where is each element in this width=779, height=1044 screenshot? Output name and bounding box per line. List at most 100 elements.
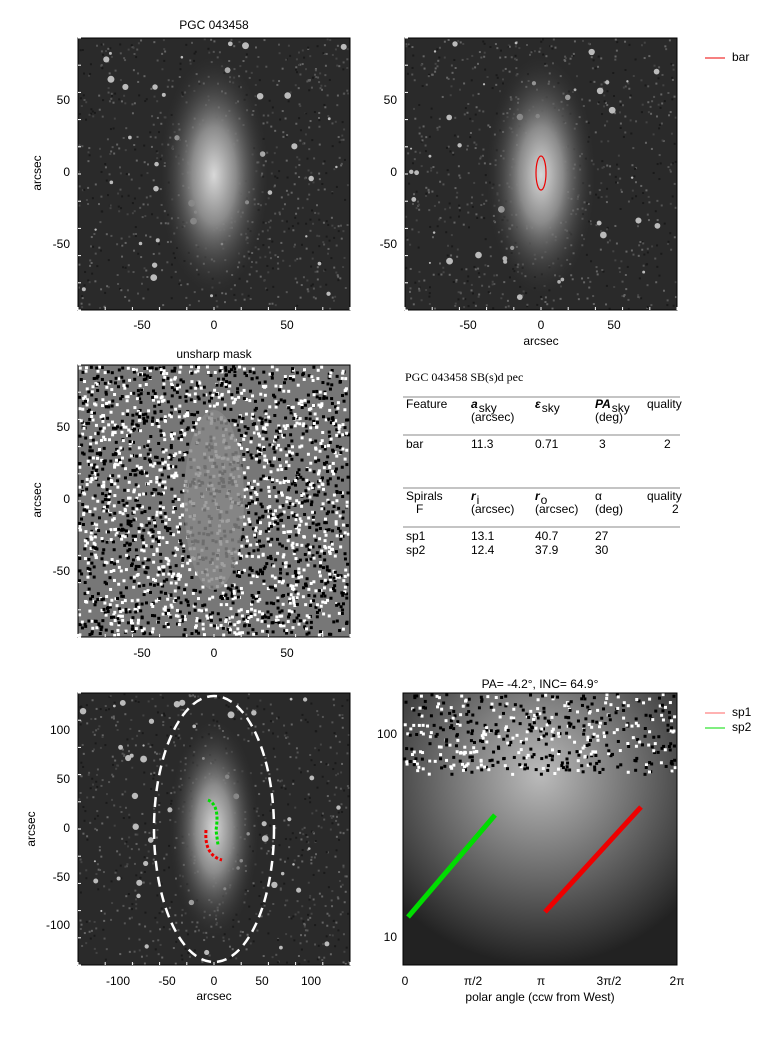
mask-noise	[249, 567, 252, 570]
noise	[265, 777, 267, 779]
mask-noise	[104, 438, 107, 441]
mask-noise	[100, 537, 103, 540]
mask-noise	[333, 584, 336, 587]
mask-noise	[292, 378, 295, 381]
mask-noise	[159, 511, 162, 514]
mask-noise	[166, 377, 169, 380]
noise	[620, 260, 622, 262]
mask-noise	[103, 462, 106, 465]
mask-noise	[123, 544, 126, 547]
mask-noise	[132, 535, 135, 538]
noise	[474, 66, 476, 68]
noise	[149, 930, 151, 932]
mask-noise	[339, 515, 342, 518]
mask-noise	[88, 610, 91, 613]
mask-noise	[87, 558, 90, 561]
mask-noise	[283, 531, 286, 534]
noise	[660, 107, 662, 109]
mask-noise	[78, 613, 81, 616]
mask-noise	[312, 366, 315, 369]
mask-noise	[236, 387, 239, 390]
mask-noise	[259, 478, 262, 481]
mask-noise	[329, 371, 332, 374]
mask-noise	[102, 548, 105, 551]
mask-noise	[217, 612, 220, 615]
noise	[330, 257, 332, 259]
noise	[647, 284, 649, 286]
noise	[485, 238, 487, 240]
mask-noise	[277, 468, 280, 471]
mask-noise	[261, 437, 264, 440]
noise	[670, 163, 672, 165]
mask-noise	[147, 576, 150, 579]
noise	[339, 157, 341, 159]
mask-noise	[318, 609, 321, 612]
noise	[628, 44, 630, 46]
noise	[478, 93, 480, 95]
mask-noise	[163, 376, 166, 379]
noise	[299, 73, 301, 75]
mask-noise	[201, 604, 204, 607]
noise	[121, 100, 123, 102]
noise	[84, 284, 86, 286]
noise	[189, 304, 191, 306]
noise	[270, 220, 272, 222]
noise	[347, 913, 349, 915]
noise	[442, 183, 444, 185]
noise	[155, 948, 157, 950]
noise	[216, 306, 218, 308]
mask-noise	[320, 507, 323, 510]
mask-noise	[258, 453, 261, 456]
mask-noise	[268, 505, 271, 508]
noise	[91, 262, 93, 264]
noise	[128, 236, 130, 238]
noise	[674, 236, 676, 238]
mask-noise	[346, 501, 349, 504]
mask-noise	[164, 612, 167, 615]
noise	[597, 273, 599, 275]
mask-noise	[345, 392, 348, 395]
mask-noise	[295, 518, 298, 521]
noise	[277, 256, 279, 258]
mask-noise	[133, 518, 136, 521]
noise	[658, 275, 660, 277]
noise	[321, 814, 323, 816]
mask-noise	[342, 510, 345, 513]
mask-noise	[129, 430, 132, 433]
mask-noise	[322, 592, 325, 595]
mask-noise	[92, 456, 95, 459]
noise	[240, 931, 242, 933]
mask-noise	[144, 557, 147, 560]
mask-noise	[255, 426, 258, 429]
noise	[627, 299, 629, 301]
noise	[414, 79, 416, 81]
noise	[128, 938, 130, 940]
noise	[435, 67, 437, 69]
noise	[129, 907, 131, 909]
mask-noise	[105, 402, 108, 405]
mask-noise	[317, 369, 320, 372]
noise	[314, 764, 316, 766]
noise	[319, 286, 321, 288]
noise	[323, 222, 325, 224]
noise	[112, 764, 114, 766]
mask-noise	[79, 486, 82, 489]
mask-noise	[117, 501, 120, 504]
mask-noise	[251, 600, 254, 603]
mask-noise	[177, 498, 180, 501]
noise	[318, 117, 320, 119]
noise	[263, 39, 265, 41]
noise	[418, 204, 420, 206]
noise	[483, 217, 485, 219]
mask-noise	[265, 562, 268, 565]
mask-noise	[86, 542, 89, 545]
star	[326, 292, 330, 296]
noise	[672, 64, 674, 66]
mask-noise	[174, 376, 177, 379]
mask-noise	[78, 407, 81, 410]
noise	[597, 168, 599, 170]
noise	[653, 172, 655, 174]
mask-noise	[170, 433, 173, 436]
mask-noise	[179, 619, 182, 622]
